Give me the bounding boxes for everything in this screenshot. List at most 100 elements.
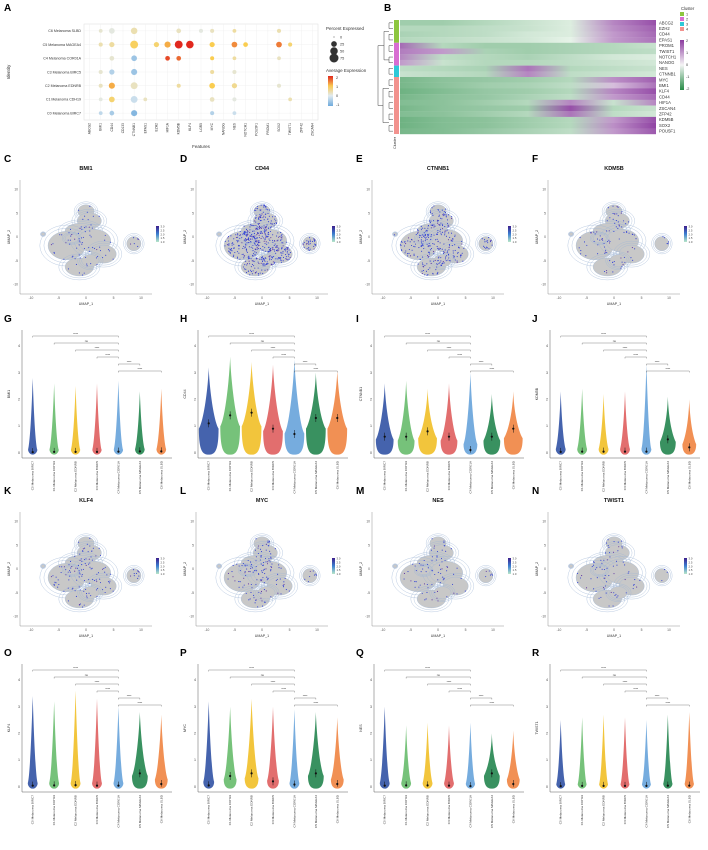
umap-point bbox=[424, 264, 426, 266]
umap-point bbox=[244, 572, 246, 574]
umap-point bbox=[445, 255, 448, 257]
umap-point bbox=[242, 247, 244, 249]
significance-label: **** bbox=[601, 666, 607, 670]
umap-point bbox=[443, 215, 445, 217]
umap-contour bbox=[58, 253, 101, 281]
umap-point bbox=[464, 590, 466, 592]
umap-point bbox=[258, 591, 260, 593]
umap-point bbox=[227, 572, 229, 575]
color-legend-label: 0 bbox=[336, 94, 338, 98]
umap-contour bbox=[590, 232, 610, 245]
umap-contour bbox=[478, 568, 494, 583]
umap-point bbox=[228, 243, 230, 245]
panel-letter-Q: Q bbox=[356, 648, 364, 659]
umap-point bbox=[453, 257, 455, 259]
color-legend-bar bbox=[328, 76, 333, 106]
umap-point bbox=[239, 230, 241, 233]
significance-label: **** bbox=[281, 353, 287, 357]
umap-point bbox=[420, 225, 422, 228]
umap-point bbox=[272, 263, 274, 266]
dotplot-feature-label: KDM5B bbox=[177, 122, 181, 134]
umap-point bbox=[98, 215, 100, 217]
significance-bracket bbox=[384, 669, 471, 672]
size-legend-label: 25 bbox=[340, 43, 344, 47]
umap-point bbox=[247, 583, 250, 585]
umap-point bbox=[421, 244, 423, 246]
umap-point bbox=[265, 236, 267, 238]
umap-contour bbox=[607, 585, 630, 601]
umap-point bbox=[270, 256, 272, 258]
umap-y-tick: 10 bbox=[366, 520, 370, 524]
umap-point bbox=[420, 564, 422, 566]
umap-point bbox=[286, 247, 288, 249]
violin-median-point bbox=[426, 430, 429, 433]
umap-point bbox=[75, 567, 77, 569]
umap-point bbox=[81, 574, 83, 576]
umap-x-tick: -5 bbox=[409, 296, 412, 300]
umap-point bbox=[96, 249, 98, 251]
umap-point bbox=[263, 259, 266, 261]
umap-point bbox=[227, 244, 229, 246]
umap-point bbox=[69, 560, 72, 563]
violin-shape bbox=[401, 725, 412, 789]
umap-point bbox=[437, 571, 439, 573]
heatmap-row bbox=[400, 94, 656, 100]
umap-point bbox=[261, 213, 263, 215]
umap-point bbox=[259, 214, 261, 216]
cluster-legend-title: Cluster bbox=[681, 6, 695, 11]
umap-point bbox=[433, 220, 435, 222]
umap-point bbox=[430, 248, 433, 250]
umap-legend-bar bbox=[684, 226, 687, 242]
umap-point bbox=[283, 584, 285, 586]
heatmap-gene-label: NES bbox=[659, 66, 668, 71]
umap-point bbox=[248, 258, 250, 260]
umap-point bbox=[443, 542, 445, 544]
umap-point bbox=[85, 256, 87, 258]
dotplot-identity-label: C1 Melanoma CDH19 bbox=[46, 98, 81, 102]
dendrogram-branch bbox=[388, 22, 393, 29]
umap-point bbox=[425, 571, 427, 573]
umap-point bbox=[431, 213, 433, 215]
umap-point bbox=[431, 560, 433, 562]
umap-point bbox=[250, 224, 252, 226]
umap-point bbox=[439, 224, 441, 226]
umap-point bbox=[624, 564, 626, 566]
umap-point bbox=[273, 262, 275, 264]
umap-point bbox=[255, 209, 257, 211]
umap-contour bbox=[253, 251, 280, 270]
significance-label: **** bbox=[457, 687, 463, 691]
umap-point bbox=[237, 234, 239, 236]
umap-point bbox=[423, 232, 425, 234]
umap-point bbox=[68, 570, 71, 572]
umap-contour bbox=[586, 253, 629, 281]
umap-point bbox=[426, 263, 428, 265]
umap-point bbox=[264, 213, 266, 215]
significance-bracket bbox=[603, 349, 647, 352]
umap-contour bbox=[64, 233, 79, 243]
umap-point bbox=[254, 251, 256, 253]
umap-contour bbox=[416, 565, 431, 575]
umap-point bbox=[67, 600, 69, 602]
violin-y-tick: 0 bbox=[370, 785, 372, 789]
umap-point bbox=[276, 240, 278, 242]
dotplot-dot bbox=[232, 56, 237, 61]
violin-y-tick: 3 bbox=[194, 371, 196, 375]
umap-point bbox=[258, 274, 260, 276]
umap-contour bbox=[216, 563, 222, 569]
umap-point bbox=[431, 583, 433, 585]
umap-point bbox=[267, 221, 270, 223]
umap-point bbox=[417, 263, 419, 265]
umap-point bbox=[82, 548, 84, 550]
violin-median-point bbox=[405, 784, 408, 787]
umap-point bbox=[605, 249, 607, 251]
umap-point bbox=[579, 577, 582, 579]
umap-contour bbox=[439, 242, 472, 266]
umap-point bbox=[418, 563, 420, 565]
umap-point bbox=[628, 232, 630, 234]
violin-median-point bbox=[405, 435, 408, 438]
violin-median-point bbox=[623, 784, 627, 787]
dotplot-dot bbox=[109, 110, 115, 116]
umap-point bbox=[258, 240, 260, 242]
significance-bracket bbox=[646, 704, 690, 707]
